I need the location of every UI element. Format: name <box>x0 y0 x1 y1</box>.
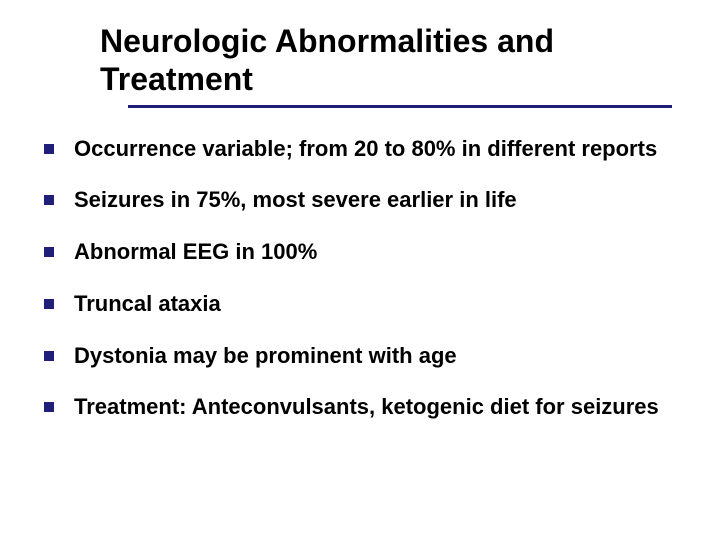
square-bullet-icon <box>44 351 54 361</box>
list-item: Abnormal EEG in 100% <box>44 237 692 267</box>
list-item: Occurrence variable; from 20 to 80% in d… <box>44 134 692 164</box>
bullet-text: Abnormal EEG in 100% <box>74 237 317 267</box>
bullet-text: Treatment: Anteconvulsants, ketogenic di… <box>74 392 659 422</box>
bullet-text: Seizures in 75%, most severe earlier in … <box>74 185 517 215</box>
square-bullet-icon <box>44 402 54 412</box>
slide-title: Neurologic Abnormalities and Treatment <box>100 22 692 99</box>
slide-container: Neurologic Abnormalities and Treatment O… <box>0 0 720 540</box>
bullet-text: Dystonia may be prominent with age <box>74 341 457 371</box>
list-item: Treatment: Anteconvulsants, ketogenic di… <box>44 392 692 422</box>
list-item: Seizures in 75%, most severe earlier in … <box>44 185 692 215</box>
list-item: Truncal ataxia <box>44 289 692 319</box>
list-item: Dystonia may be prominent with age <box>44 341 692 371</box>
square-bullet-icon <box>44 299 54 309</box>
square-bullet-icon <box>44 247 54 257</box>
square-bullet-icon <box>44 144 54 154</box>
title-underline <box>128 105 672 108</box>
bullet-text: Occurrence variable; from 20 to 80% in d… <box>74 134 657 164</box>
square-bullet-icon <box>44 195 54 205</box>
bullet-list: Occurrence variable; from 20 to 80% in d… <box>28 134 692 422</box>
bullet-text: Truncal ataxia <box>74 289 221 319</box>
